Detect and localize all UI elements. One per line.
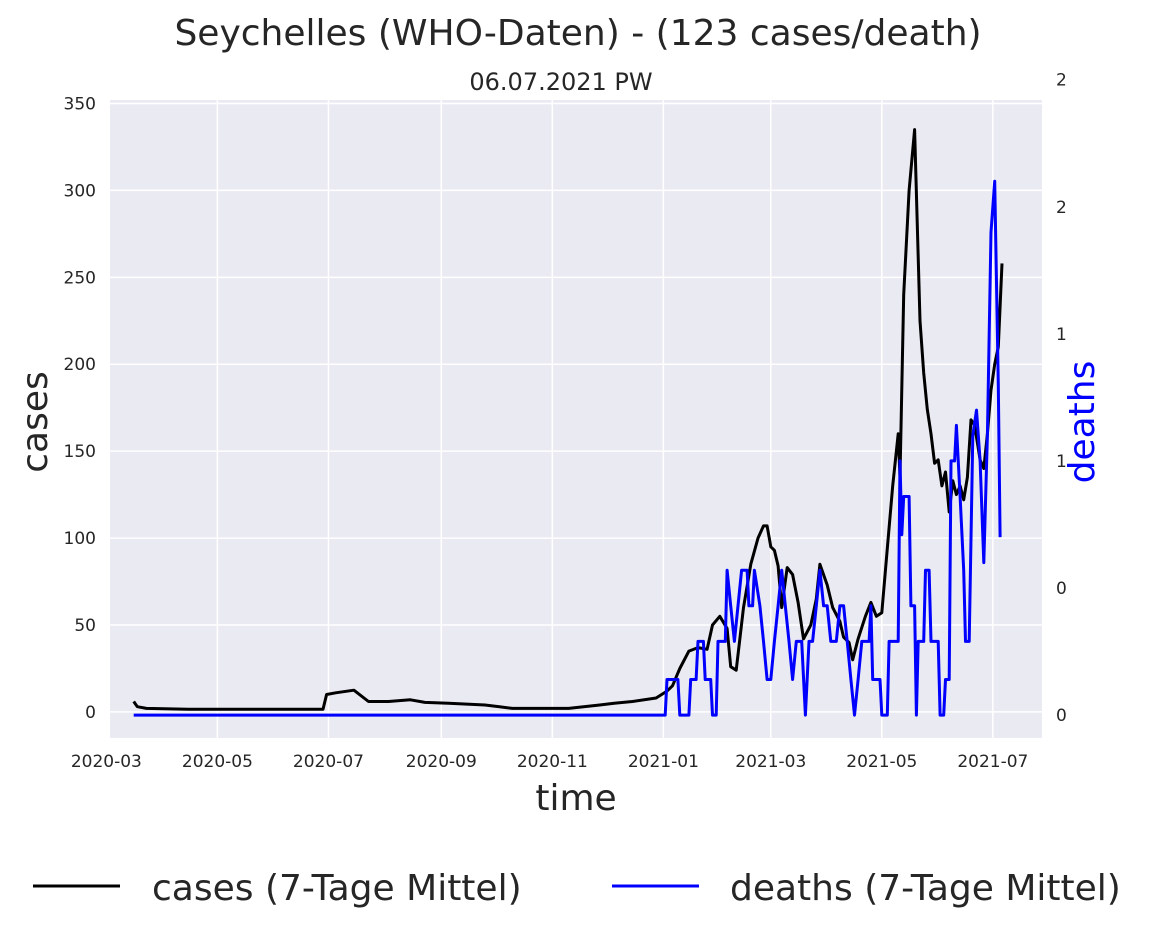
- x-tick-labels: 2020-03 2020-05 2020-07 2020-09 2020-11 2021-…: [71, 752, 1029, 772]
- deaths-series-line: [133, 179, 1002, 717]
- x-tick-label: 2021-07: [957, 752, 1028, 772]
- y-tick-label: 100: [64, 529, 96, 549]
- y-tick-label: 50: [74, 616, 96, 636]
- y2-tick-label: 1: [1056, 325, 1067, 345]
- y2-tick-label: 0: [1056, 706, 1067, 726]
- chart-subtitle: 06.07.2021 PW: [469, 68, 652, 96]
- x-tick-label: 2020-05: [182, 752, 253, 772]
- y2-tick-label: 1: [1056, 452, 1067, 472]
- x-tick-label: 2021-03: [735, 752, 806, 772]
- y-tick-label: 150: [64, 442, 96, 462]
- y-tick-label: 0: [85, 703, 96, 723]
- y2-tick-labels: 0 0 1 1 2 2: [1056, 71, 1067, 726]
- legend: cases (7-Tage Mittel) deaths (7-Tage Mit…: [33, 868, 1121, 909]
- legend-label-cases: cases (7-Tage Mittel): [152, 868, 522, 909]
- y2-tick-label: 2: [1056, 71, 1067, 91]
- plot-area: [110, 100, 1042, 738]
- x-tick-label: 2020-09: [406, 752, 477, 772]
- chart-title: Seychelles (WHO-Daten) - (123 cases/deat…: [174, 13, 981, 54]
- cases-series-line: [132, 128, 1004, 711]
- y-axis-label: cases: [15, 371, 56, 473]
- y-tick-label: 200: [64, 355, 96, 375]
- x-tick-label: 2021-05: [846, 752, 917, 772]
- x-tick-label: 2020-07: [293, 752, 364, 772]
- x-axis-label: time: [535, 778, 616, 819]
- x-tick-label: 2020-11: [517, 752, 588, 772]
- y2-tick-label: 0: [1056, 579, 1067, 599]
- y-tick-label: 350: [64, 94, 96, 114]
- x-tick-label: 2020-03: [71, 752, 142, 772]
- y-tick-label: 250: [64, 268, 96, 288]
- series-layer: [132, 128, 1004, 717]
- legend-label-deaths: deaths (7-Tage Mittel): [730, 868, 1121, 909]
- y-tick-labels: 0 50 100 150 200 250 300 350: [64, 94, 96, 722]
- y2-axis-label: deaths: [1062, 361, 1103, 484]
- y-tick-label: 300: [64, 181, 96, 201]
- y2-tick-label: 2: [1056, 198, 1067, 218]
- x-tick-label: 2021-01: [628, 752, 699, 772]
